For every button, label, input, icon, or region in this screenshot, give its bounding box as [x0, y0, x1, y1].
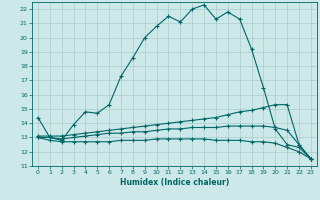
- X-axis label: Humidex (Indice chaleur): Humidex (Indice chaleur): [120, 178, 229, 187]
